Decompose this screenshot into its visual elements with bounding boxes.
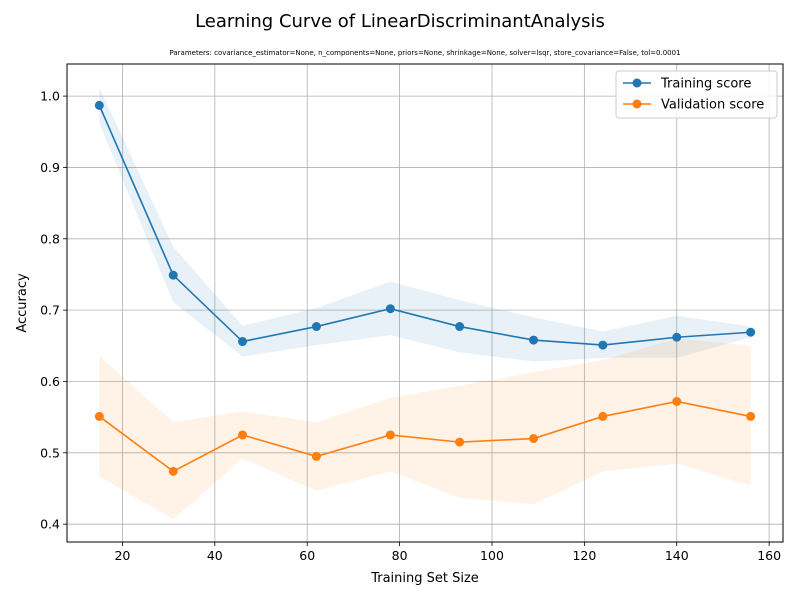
legend-box bbox=[615, 70, 778, 119]
validation-score-point bbox=[168, 466, 178, 476]
x-tick-label: 120 bbox=[572, 548, 596, 563]
x-tick-label: 40 bbox=[207, 548, 223, 563]
plot-area-frame bbox=[66, 63, 784, 543]
validation-legend-marker bbox=[632, 99, 642, 109]
training-score-point bbox=[238, 337, 248, 347]
validation-score-point bbox=[746, 411, 756, 421]
validation-score-point bbox=[311, 451, 321, 461]
series-lines bbox=[98, 105, 751, 473]
x-tick-label: 160 bbox=[757, 548, 781, 563]
x-tick-label: 60 bbox=[299, 548, 315, 563]
validation-score-point bbox=[672, 396, 682, 406]
y-tick-label: 0.7 bbox=[40, 303, 60, 318]
validation-score-point bbox=[598, 411, 608, 421]
y-axis-label: Accuracy bbox=[15, 273, 30, 333]
x-axis: 20 40 60 80 100 120 140 160 bbox=[114, 542, 781, 563]
x-tick-label: 20 bbox=[114, 548, 130, 563]
training-score-point bbox=[168, 270, 178, 280]
x-tick-label: 140 bbox=[665, 548, 689, 563]
x-axis-label: Training Set Size bbox=[370, 571, 479, 586]
validation-score-point bbox=[529, 434, 539, 444]
validation-score-point bbox=[385, 430, 395, 440]
training-score-point bbox=[455, 322, 465, 332]
validation-score-line bbox=[98, 400, 751, 473]
training-legend-marker bbox=[632, 78, 642, 88]
training-score-point bbox=[746, 327, 756, 337]
y-tick-label: 0.4 bbox=[40, 517, 60, 532]
y-tick-label: 0.8 bbox=[40, 231, 60, 246]
training-score-point bbox=[311, 322, 321, 332]
training-score-point bbox=[672, 332, 682, 342]
validation-score-band bbox=[99, 338, 751, 520]
training-score-band bbox=[99, 87, 751, 362]
training-score-line bbox=[98, 105, 751, 346]
y-axis: 0.4 0.5 0.6 0.7 0.8 0.9 1.0 bbox=[40, 89, 67, 532]
y-tick-label: 0.6 bbox=[40, 374, 60, 389]
y-tick-label: 0.5 bbox=[40, 445, 60, 460]
chart-title: Learning Curve of LinearDiscriminantAnal… bbox=[195, 11, 605, 32]
validation-score-point bbox=[94, 411, 104, 421]
x-tick-label: 100 bbox=[480, 548, 504, 563]
legend: Training score Validation score bbox=[615, 70, 778, 119]
confidence-bands bbox=[99, 87, 751, 520]
training-legend-label: Training score bbox=[660, 77, 751, 92]
validation-score-point bbox=[238, 430, 248, 440]
training-score-point bbox=[94, 100, 104, 110]
series-points bbox=[94, 100, 756, 476]
y-tick-label: 1.0 bbox=[40, 89, 60, 104]
validation-legend-label: Validation score bbox=[661, 98, 764, 113]
training-score-point bbox=[385, 304, 395, 314]
x-tick-label: 80 bbox=[392, 548, 408, 563]
training-score-point bbox=[529, 335, 539, 345]
training-score-point bbox=[598, 340, 608, 350]
y-tick-label: 0.9 bbox=[40, 160, 60, 175]
chart-subtitle: Parameters: covariance_estimator=None, n… bbox=[169, 49, 680, 57]
gridlines bbox=[67, 64, 783, 542]
validation-score-point bbox=[455, 437, 465, 447]
